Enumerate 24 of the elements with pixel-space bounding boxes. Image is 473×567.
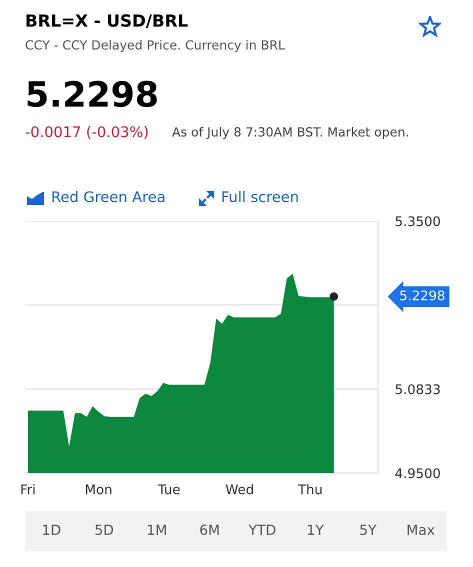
text: 5D [95,524,114,536]
text: -0.0017 (-0.03%) [26,126,148,139]
text: 5.2298 [28,80,157,108]
chart-title: BRL=X - USD/BRL [26,14,188,28]
text: 6M [200,524,219,536]
text: 1D [43,524,60,535]
text: Red Green Area [52,190,164,202]
text: YTD [248,524,276,535]
y-tick-label: 4.9500 [395,468,440,478]
x-tick-label: Fri [21,484,35,494]
text: Max [408,524,435,536]
text: 5Y [360,524,377,536]
text: Full screen [222,190,298,202]
x-tick-label: Thu [298,484,322,494]
x-tick-label: Tue [158,484,180,494]
x-tick-label: Mon [86,484,112,494]
text: As of July 8 7:30AM BST. Market open. [172,126,408,140]
text: 5.2298 [400,290,444,300]
chart-subtitle: CCY - CCY Delayed Price. Currency in BRL [26,40,285,52]
y-tick-label: 5.0833 [396,384,440,394]
x-tick-label: Wed [226,484,253,494]
text: 1M [148,524,166,535]
text: 1Y [308,524,324,535]
y-tick-label: 5.3500 [396,216,440,226]
